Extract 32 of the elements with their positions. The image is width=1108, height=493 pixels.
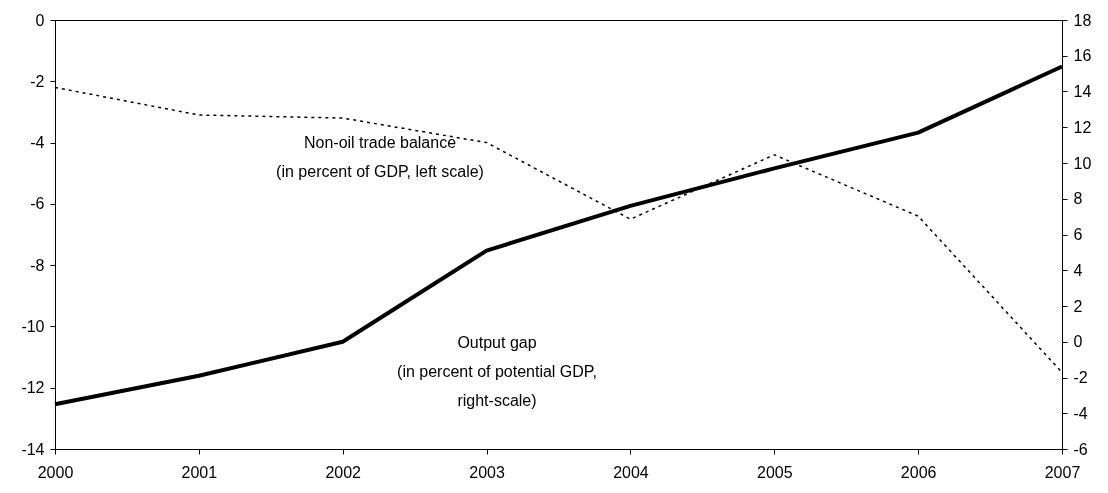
y2-tick-label: -2 [1073, 369, 1088, 386]
x-tick-label: 2006 [900, 463, 937, 481]
y-tick-label: -10 [21, 317, 45, 335]
y2-tick-label: 14 [1073, 83, 1092, 100]
y-tick-label: 0 [35, 11, 45, 29]
x-tick-label: 2004 [613, 463, 649, 481]
x-tick-label: 2007 [1044, 463, 1081, 481]
y2-tick-label: 16 [1073, 47, 1092, 65]
y-tick-label: -12 [21, 379, 45, 397]
y2-tick-label: 12 [1073, 118, 1092, 136]
y2-tick-label: -4 [1073, 404, 1088, 422]
x-tick-label: 2000 [37, 463, 74, 481]
x-tick-label: 2005 [756, 463, 793, 481]
x-tick-label: 2001 [181, 463, 218, 481]
line-series [53, 64, 1064, 407]
y-tick-label: -6 [30, 195, 45, 213]
y2-tick-label: 10 [1073, 154, 1092, 172]
y2-tick-label: 4 [1073, 261, 1083, 279]
y2-tick-label: 2 [1073, 297, 1083, 315]
y-tick-label: -4 [30, 134, 45, 152]
y2-tick-label: 8 [1073, 190, 1083, 208]
y2-tick-label: -6 [1073, 440, 1088, 458]
y-tick-label: -8 [30, 256, 45, 274]
x-tick-label: 2003 [469, 463, 505, 481]
y2-tick-label: 18 [1073, 11, 1092, 29]
y-tick-label: -14 [21, 440, 45, 458]
x-tick-label: 2002 [325, 463, 362, 481]
y2-tick-label: 6 [1073, 226, 1083, 243]
y-tick-label: -2 [30, 72, 45, 90]
series-label: Non-oil trade balance (in percent of GDP, left scale) [276, 134, 484, 180]
series-label: Output gap (in percent of potential GDP, right-scale) [397, 334, 597, 409]
y2-tick-label: 0 [1073, 333, 1083, 351]
